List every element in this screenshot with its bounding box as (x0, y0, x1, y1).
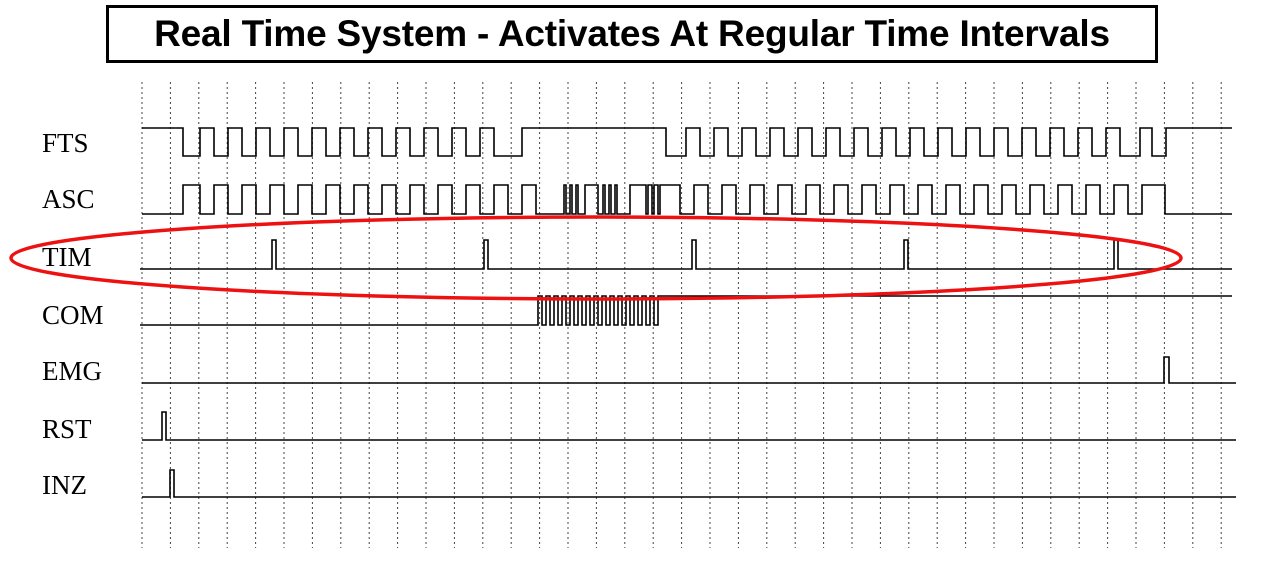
label-inz: INZ (42, 470, 87, 500)
waveform-fts (142, 127, 1232, 157)
label-fts: FTS (42, 128, 89, 158)
waveform-inz (142, 469, 1236, 498)
label-asc: ASC (42, 184, 95, 214)
time-grid (141, 82, 1222, 548)
label-emg: EMG (42, 356, 102, 386)
diagram-title: Real Time System - Activates At Regular … (154, 13, 1110, 54)
waveform-rst (142, 411, 1236, 441)
waveform-tim (140, 239, 1232, 270)
signal-labels: FTS ASC TIM COM EMG RST INZ (42, 128, 104, 500)
diagram-title-box: Real Time System - Activates At Regular … (106, 5, 1158, 63)
label-rst: RST (42, 414, 92, 444)
waveform-asc (142, 184, 1232, 215)
waveform-com (140, 295, 1232, 326)
waveform-emg (142, 356, 1236, 384)
label-com: COM (42, 300, 104, 330)
waveforms (140, 127, 1236, 498)
tim-highlight-ellipse (9, 215, 1183, 301)
label-tim: TIM (42, 242, 92, 272)
